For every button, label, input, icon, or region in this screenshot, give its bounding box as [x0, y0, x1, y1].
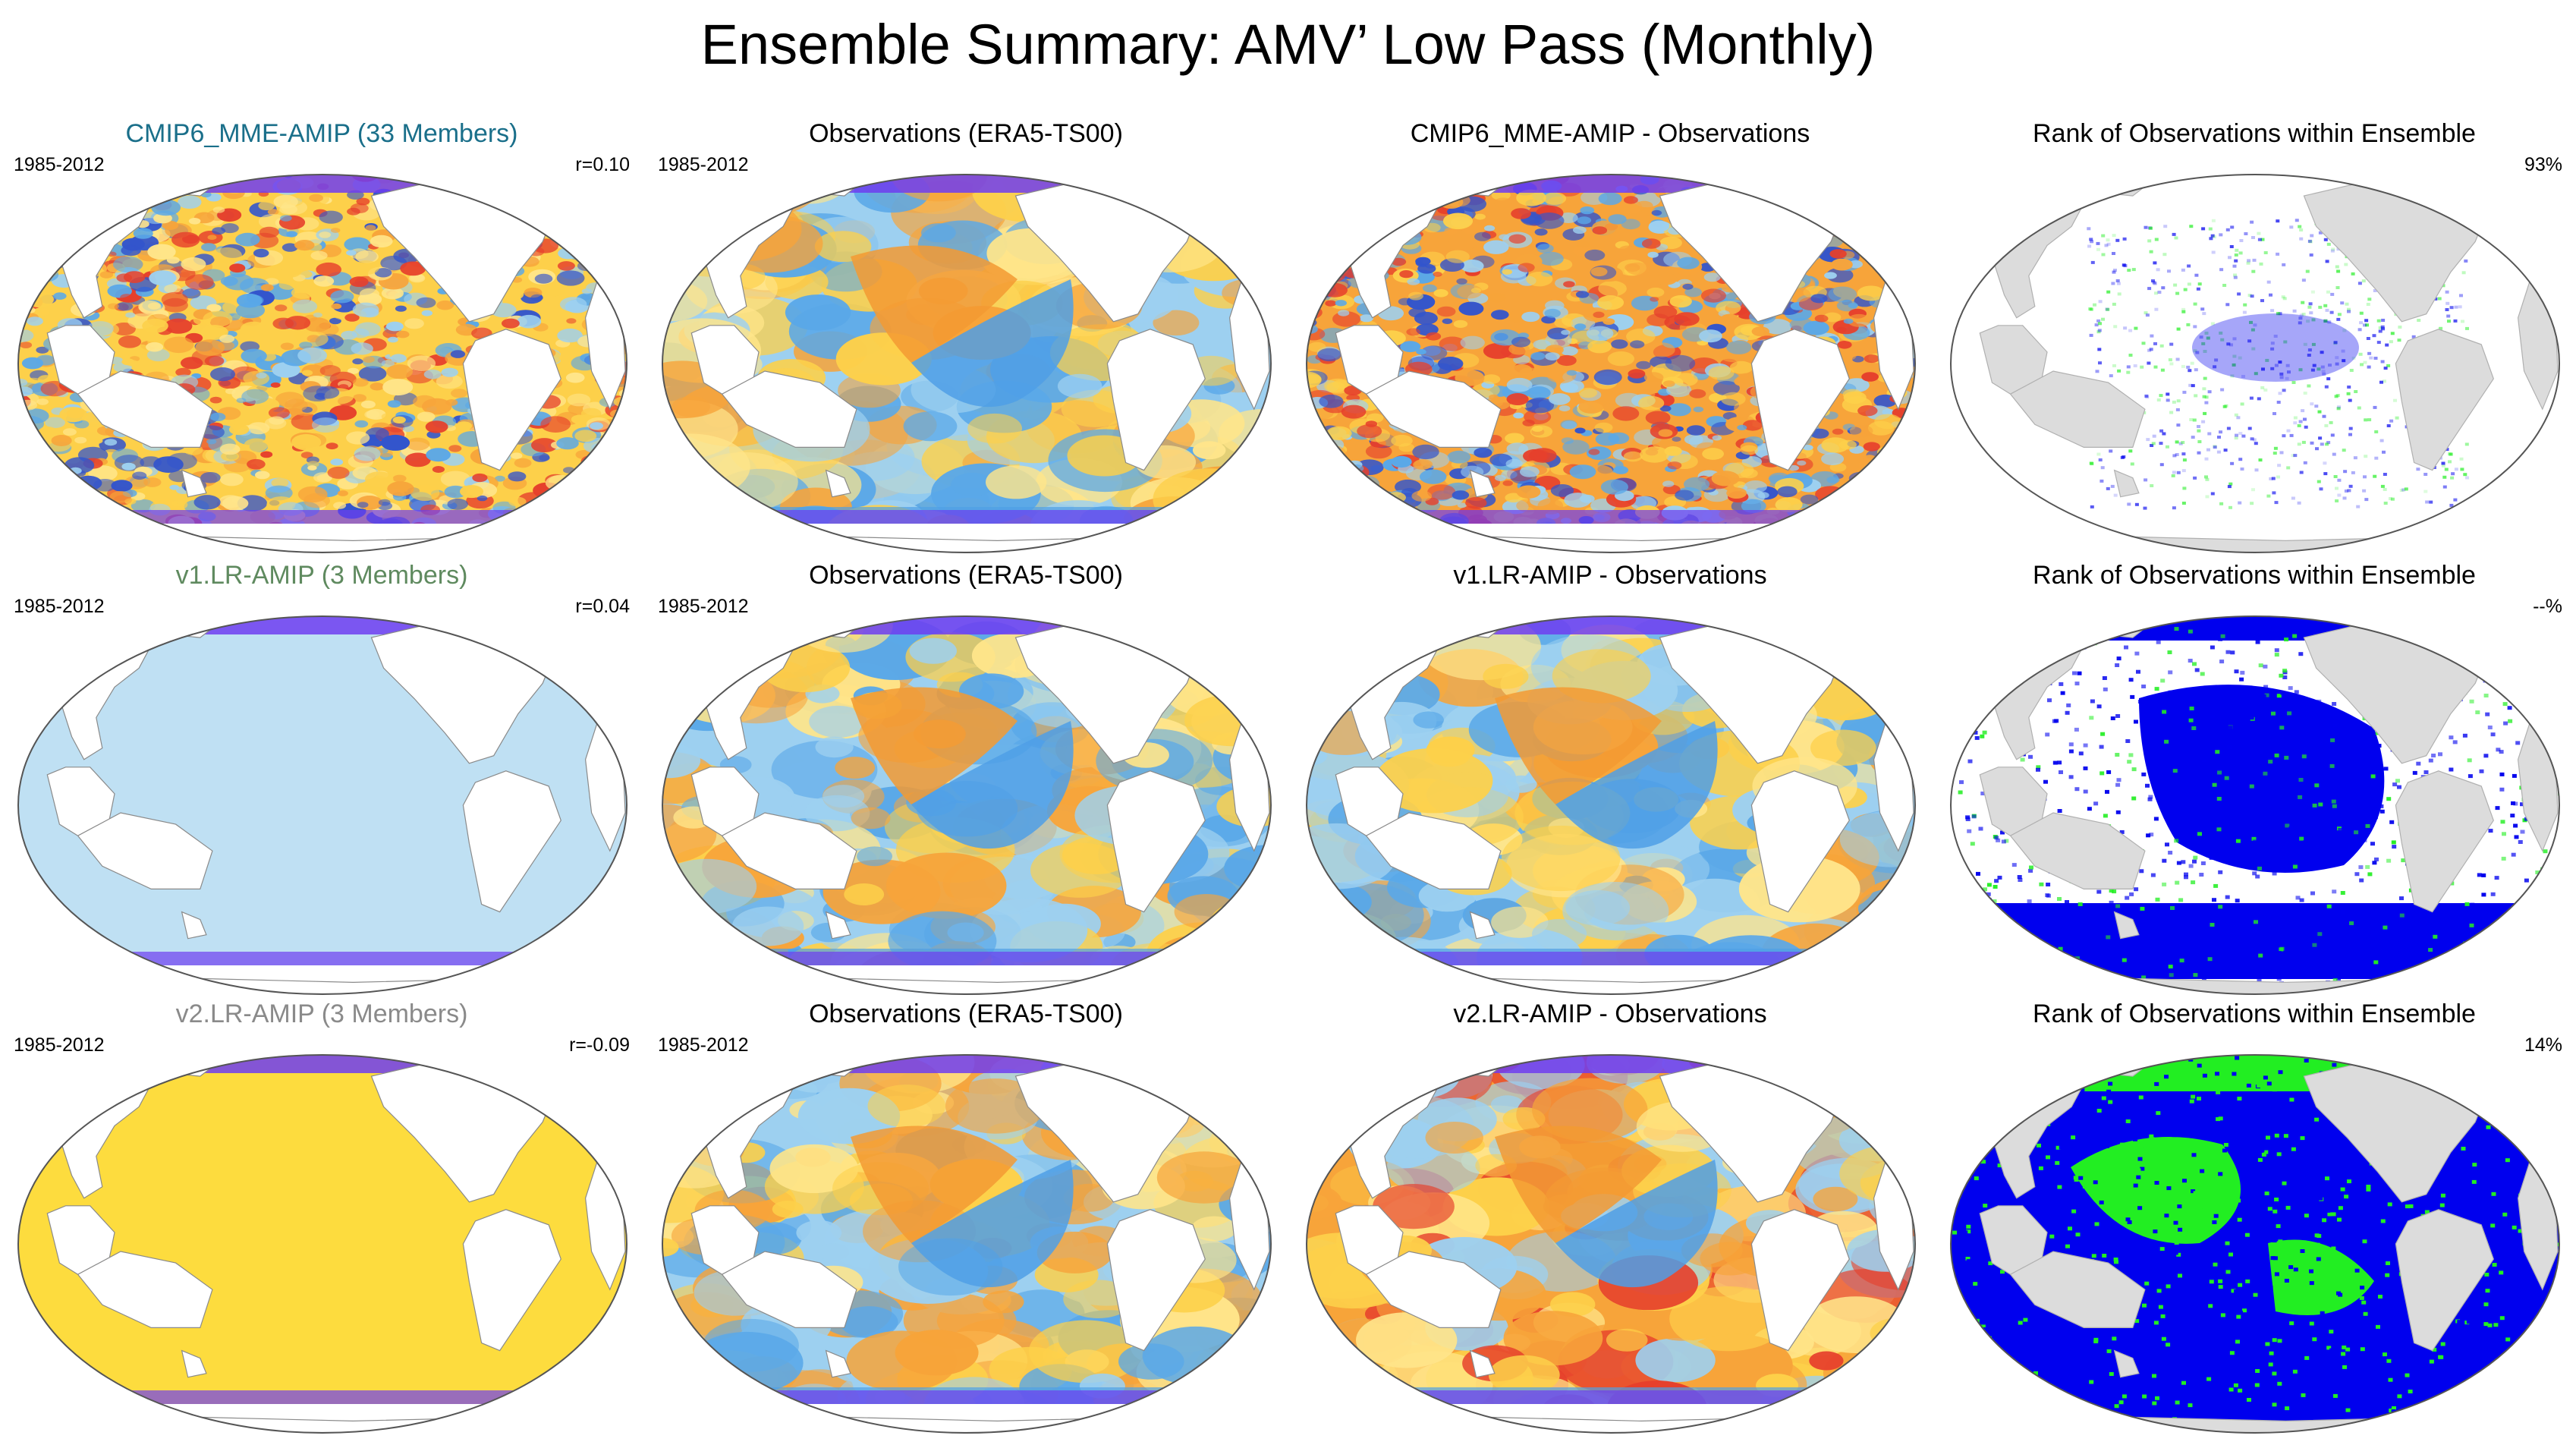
panel-model-row1: CMIP6_MME-AMIP (33 Members) 1985-2012 r=…: [0, 118, 643, 559]
map-diff-row1: [1306, 174, 1916, 553]
panel-obs-row3: Observations (ERA5-TS00) 1985-2012: [644, 999, 1288, 1439]
figure-title: Ensemble Summary: AMV’ Low Pass (Monthly…: [700, 13, 1876, 76]
map-obs-row2: [662, 615, 1272, 995]
period-label: 1985-2012: [658, 154, 749, 175]
correlation-label: r=-0.09: [569, 1034, 630, 1056]
map-rank-row1: [1950, 174, 2560, 553]
rank-percent-label: 14%: [2524, 1034, 2562, 1056]
map-rank-row3: [1950, 1054, 2560, 1434]
panel-title: Observations (ERA5-TS00): [809, 119, 1123, 148]
period-label: 1985-2012: [658, 1034, 749, 1056]
panel-title: v1.LR-AMIP (3 Members): [175, 561, 468, 590]
map-obs-row1: [662, 174, 1272, 553]
map-model-row3: [17, 1054, 627, 1434]
map-rank-row2: [1950, 615, 2560, 995]
panel-rank-row1: Rank of Observations within Ensemble 93%: [1933, 118, 2576, 559]
rank-percent-label: --%: [2533, 596, 2562, 617]
panel-title: v1.LR-AMIP - Observations: [1453, 561, 1767, 590]
rank-percent-label: 93%: [2524, 154, 2562, 175]
panel-rank-row3: Rank of Observations within Ensemble 14%: [1933, 999, 2576, 1439]
panel-diff-row1: CMIP6_MME-AMIP - Observations: [1288, 118, 1932, 559]
panel-title: v2.LR-AMIP (3 Members): [175, 1000, 468, 1028]
period-label: 1985-2012: [14, 596, 105, 617]
map-diff-row2: [1306, 615, 1916, 995]
panel-model-row2: v1.LR-AMIP (3 Members) 1985-2012 r=0.04: [0, 560, 643, 1000]
panel-diff-row2: v1.LR-AMIP - Observations: [1288, 560, 1932, 1000]
panel-rank-row2: Rank of Observations within Ensemble --%: [1933, 560, 2576, 1000]
map-diff-row3: [1306, 1054, 1916, 1434]
panel-title: CMIP6_MME-AMIP - Observations: [1410, 119, 1810, 148]
correlation-label: r=0.04: [575, 596, 630, 617]
period-label: 1985-2012: [658, 596, 749, 617]
map-obs-row3: [662, 1054, 1272, 1434]
panel-obs-row1: Observations (ERA5-TS00) 1985-2012: [644, 118, 1288, 559]
map-model-row1: [17, 174, 627, 553]
panel-title: CMIP6_MME-AMIP (33 Members): [125, 119, 518, 148]
correlation-label: r=0.10: [575, 154, 630, 175]
map-model-row2: [17, 615, 627, 995]
panel-model-row3: v2.LR-AMIP (3 Members) 1985-2012 r=-0.09: [0, 999, 643, 1439]
panel-title: Rank of Observations within Ensemble: [2033, 119, 2476, 148]
panel-title: Observations (ERA5-TS00): [809, 1000, 1123, 1028]
panel-obs-row2: Observations (ERA5-TS00) 1985-2012: [644, 560, 1288, 1000]
panel-title: Observations (ERA5-TS00): [809, 561, 1123, 590]
panel-diff-row3: v2.LR-AMIP - Observations: [1288, 999, 1932, 1439]
panel-title: Rank of Observations within Ensemble: [2033, 1000, 2476, 1028]
period-label: 1985-2012: [14, 1034, 105, 1056]
panel-title: v2.LR-AMIP - Observations: [1453, 1000, 1767, 1028]
panel-title: Rank of Observations within Ensemble: [2033, 561, 2476, 590]
period-label: 1985-2012: [14, 154, 105, 175]
